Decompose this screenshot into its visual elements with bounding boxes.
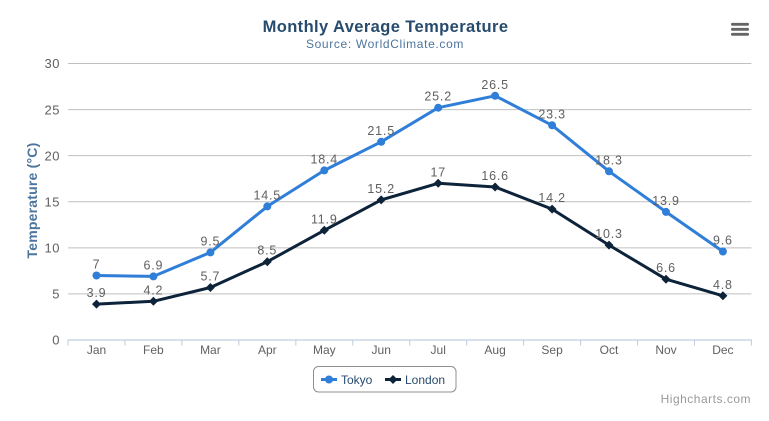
svg-text:Jun: Jun: [372, 343, 391, 357]
svg-text:25.2: 25.2: [424, 90, 452, 104]
svg-text:5.7: 5.7: [201, 270, 221, 284]
svg-text:Highcharts.com: Highcharts.com: [661, 392, 751, 406]
svg-text:11.9: 11.9: [311, 212, 338, 226]
svg-text:Temperature (°C): Temperature (°C): [24, 143, 40, 259]
svg-text:6.6: 6.6: [656, 261, 676, 275]
svg-text:23.3: 23.3: [538, 107, 566, 121]
svg-text:6.9: 6.9: [144, 258, 164, 272]
svg-text:Tokyo: Tokyo: [341, 373, 373, 387]
svg-text:Source: WorldClimate.com: Source: WorldClimate.com: [306, 37, 464, 51]
svg-text:18.4: 18.4: [311, 152, 339, 166]
svg-text:Aug: Aug: [484, 343, 505, 357]
svg-text:5: 5: [52, 287, 60, 302]
svg-text:Jul: Jul: [431, 343, 446, 357]
svg-text:15: 15: [45, 194, 60, 209]
svg-text:Mar: Mar: [200, 343, 221, 357]
svg-text:9.6: 9.6: [713, 234, 733, 248]
svg-text:May: May: [313, 343, 336, 357]
svg-text:4.2: 4.2: [144, 283, 164, 297]
svg-text:14.5: 14.5: [254, 188, 282, 202]
svg-text:Sep: Sep: [541, 343, 563, 357]
svg-text:21.5: 21.5: [367, 124, 395, 138]
svg-text:17: 17: [430, 165, 446, 179]
svg-text:0: 0: [52, 333, 60, 348]
svg-text:4.8: 4.8: [713, 278, 733, 292]
svg-text:13.9: 13.9: [652, 194, 680, 208]
svg-text:Dec: Dec: [712, 343, 733, 357]
svg-text:15.2: 15.2: [367, 182, 395, 196]
svg-text:9.5: 9.5: [201, 234, 221, 248]
svg-text:14.2: 14.2: [538, 191, 566, 205]
svg-text:30: 30: [45, 56, 60, 71]
svg-text:10: 10: [45, 241, 60, 256]
svg-text:Jan: Jan: [87, 343, 106, 357]
svg-text:18.3: 18.3: [595, 153, 623, 167]
svg-text:3.9: 3.9: [87, 286, 107, 300]
svg-text:10.3: 10.3: [595, 227, 623, 241]
svg-text:Oct: Oct: [600, 343, 619, 357]
svg-text:8.5: 8.5: [257, 244, 277, 258]
svg-text:Nov: Nov: [655, 343, 676, 357]
svg-text:25: 25: [45, 102, 60, 117]
svg-text:Feb: Feb: [143, 343, 164, 357]
svg-text:Apr: Apr: [258, 343, 277, 357]
svg-text:16.6: 16.6: [481, 169, 509, 183]
svg-text:20: 20: [45, 148, 60, 163]
svg-text:London: London: [405, 373, 445, 387]
svg-text:26.5: 26.5: [481, 78, 509, 92]
svg-text:7: 7: [93, 258, 101, 272]
svg-text:Monthly Average Temperature: Monthly Average Temperature: [263, 18, 509, 36]
